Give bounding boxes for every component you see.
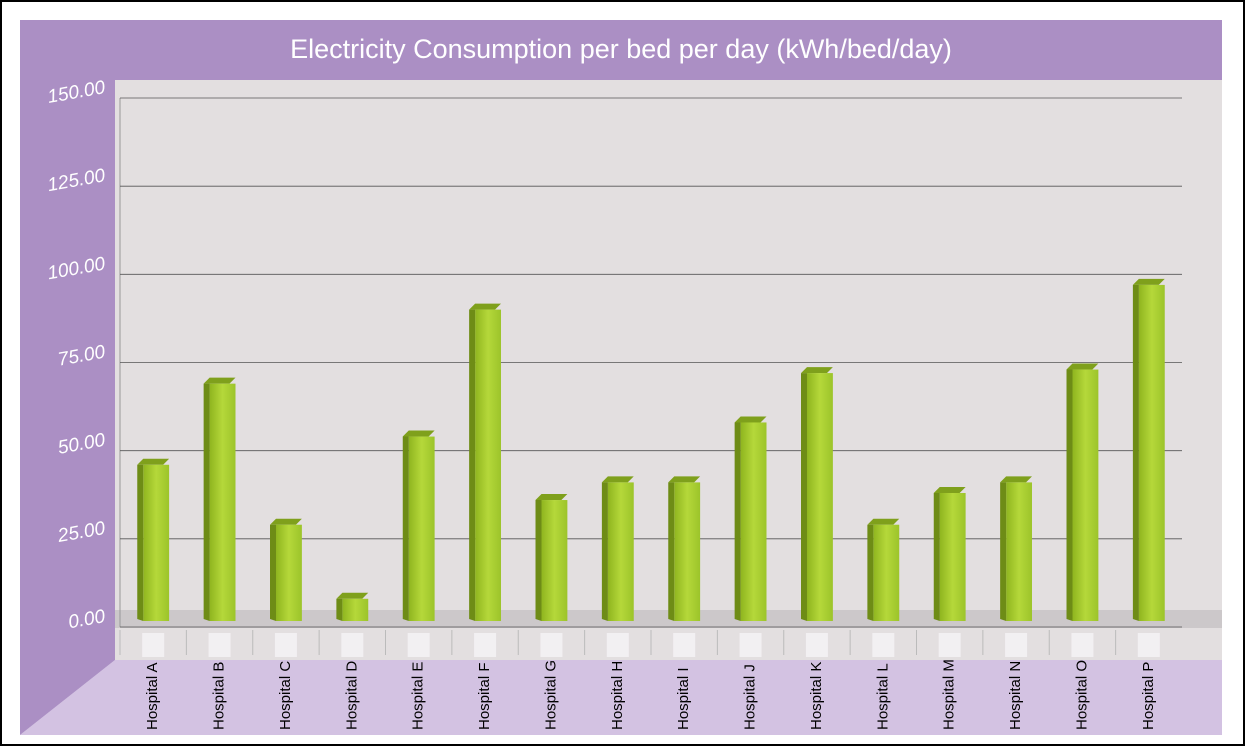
bar-side [270, 524, 277, 621]
x-tick-label: Hospital N [1007, 661, 1024, 730]
label-box [540, 633, 563, 657]
x-tick-label: Hospital B [211, 662, 228, 730]
x-tick-label: Hospital I [675, 667, 692, 730]
label-box [474, 633, 497, 657]
bar-top [336, 592, 369, 599]
label-box [1071, 633, 1094, 657]
bar [674, 482, 701, 621]
label-box [407, 633, 430, 657]
bar [143, 464, 170, 621]
label-box [872, 633, 895, 657]
x-tick-label: Hospital K [808, 662, 825, 730]
title-band [20, 20, 1222, 80]
bar-top [933, 486, 966, 493]
bar [408, 436, 435, 621]
bar-top [734, 416, 767, 423]
label-box [606, 633, 629, 657]
x-tick-label: Hospital C [277, 661, 294, 730]
x-tick-label: Hospital A [144, 662, 161, 730]
bar [1138, 284, 1165, 621]
x-tick-label: Hospital O [1073, 660, 1090, 730]
bar-side [137, 464, 144, 621]
x-tick-label: Hospital P [1140, 662, 1157, 730]
x-tick-label: Hospital D [343, 661, 360, 730]
axis-panel [20, 80, 115, 735]
x-tick-label: Hospital M [941, 659, 958, 730]
bar-top [535, 494, 568, 501]
bar-top [668, 476, 701, 483]
bar [939, 492, 966, 621]
bar-top [402, 430, 435, 437]
label-box [142, 633, 165, 657]
bar-top [1000, 476, 1032, 483]
x-tick-label: Hospital J [742, 664, 759, 730]
bar-side [203, 383, 210, 621]
bar-side [668, 482, 675, 621]
bar-side [933, 492, 940, 621]
chart-title: Electricity Consumption per bed per day … [290, 34, 952, 64]
bar-top [1066, 363, 1099, 370]
bar-top [469, 303, 501, 310]
bar-top [867, 518, 900, 525]
bar [475, 309, 501, 621]
bar-side [867, 524, 874, 621]
bar-side [469, 309, 476, 621]
bar [607, 482, 634, 621]
bar [1072, 369, 1099, 621]
bar-side [402, 436, 409, 621]
bar-top [601, 476, 634, 483]
label-box [805, 633, 828, 657]
bar-side [734, 422, 741, 621]
x-tick-label: Hospital F [476, 662, 493, 730]
bar-side [801, 373, 808, 621]
bar [740, 422, 767, 621]
bar-side [1000, 482, 1007, 621]
bar [276, 524, 302, 621]
bar-side [601, 482, 608, 621]
bar-side [336, 598, 343, 621]
x-tick-label: Hospital L [874, 663, 891, 730]
bar-side [1066, 369, 1073, 621]
bar-top [1132, 278, 1165, 285]
label-box [1005, 633, 1028, 657]
bar [873, 524, 900, 621]
label-box [739, 633, 762, 657]
bar-side [535, 500, 542, 621]
bar [1006, 482, 1032, 621]
label-box [1137, 633, 1160, 657]
bar [209, 383, 236, 621]
bar [541, 500, 568, 621]
x-tick-label: Hospital E [410, 662, 427, 730]
bar-top [137, 458, 170, 465]
bar-top [801, 367, 833, 374]
bar-top [203, 377, 236, 384]
bar-side [1132, 284, 1139, 621]
bar [807, 373, 833, 621]
label-box [938, 633, 961, 657]
x-tick-label: Hospital G [542, 660, 559, 730]
bar-top [270, 518, 302, 525]
category-band [20, 660, 1222, 735]
bar [342, 598, 369, 621]
label-box [341, 633, 364, 657]
x-tick-label: Hospital H [609, 661, 626, 730]
label-box [274, 633, 297, 657]
label-box [673, 633, 696, 657]
label-box [208, 633, 231, 657]
